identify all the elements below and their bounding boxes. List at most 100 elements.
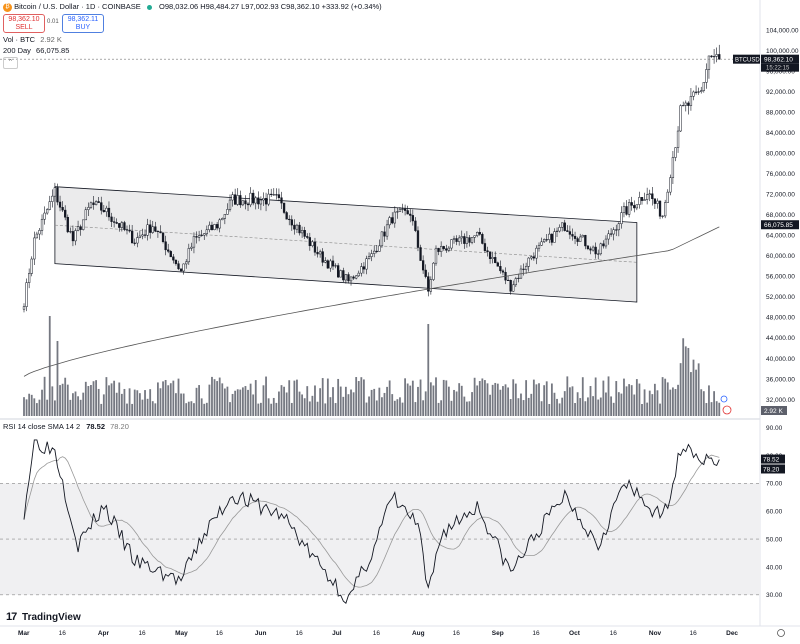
volume-bar bbox=[308, 401, 311, 416]
rsi-legend[interactable]: RSI 14 close SMA 14 2 78.52 78.20 bbox=[3, 422, 129, 431]
volume-bar bbox=[388, 380, 391, 416]
volume-bar bbox=[589, 386, 592, 416]
symbol-tag-bg bbox=[733, 54, 760, 64]
symbol-title[interactable]: Bitcoin / U.S. Dollar · 1D · COINBASE bbox=[14, 2, 141, 11]
volume-bar bbox=[435, 377, 437, 416]
tradingview-logo[interactable]: 17 TradingView bbox=[6, 611, 81, 623]
candle-body bbox=[213, 224, 216, 231]
time-axis-tick: Jun bbox=[255, 630, 267, 637]
volume-bar bbox=[126, 403, 128, 416]
ma-legend[interactable]: 200 Day 66,075.85 bbox=[3, 46, 69, 55]
tradingview-logo-text: TradingView bbox=[22, 612, 81, 623]
candle-body bbox=[442, 246, 445, 249]
volume-bar bbox=[486, 383, 489, 416]
volume-bar bbox=[54, 400, 56, 416]
volume-bar bbox=[324, 403, 327, 416]
time-axis-tick: 16 bbox=[610, 630, 618, 637]
volume-bar bbox=[507, 387, 509, 416]
candle-body bbox=[360, 266, 363, 274]
volume-bar bbox=[216, 381, 219, 416]
rsi-axis-tick: 40.00 bbox=[766, 564, 783, 571]
candle-body bbox=[517, 277, 520, 279]
candle-body bbox=[481, 234, 484, 244]
candle-body bbox=[421, 260, 425, 271]
volume-bar bbox=[146, 398, 149, 416]
candle-body bbox=[527, 257, 530, 267]
candle-body bbox=[355, 275, 358, 279]
candle-body bbox=[118, 223, 121, 228]
channel-fill bbox=[54, 186, 638, 303]
volume-tag-bg bbox=[761, 406, 787, 415]
volume-bar bbox=[296, 379, 298, 416]
volume-bar bbox=[108, 385, 110, 416]
candle-body bbox=[602, 243, 605, 247]
candle-body bbox=[357, 272, 360, 277]
price-axis-tick: 64,000.00 bbox=[766, 233, 795, 240]
rsi-axis-tick: 50.00 bbox=[766, 536, 783, 543]
candle-body bbox=[259, 199, 263, 205]
price-axis-tick: 40,000.00 bbox=[766, 356, 795, 363]
spread-value: 0.01 bbox=[47, 19, 59, 25]
volume-bar bbox=[422, 400, 425, 416]
volume-bar bbox=[478, 381, 481, 416]
volume-bar bbox=[334, 403, 337, 416]
candle-body bbox=[550, 233, 554, 243]
candle-body bbox=[239, 195, 242, 206]
volume-bar bbox=[417, 386, 419, 416]
volume-bar bbox=[203, 403, 206, 416]
candle-body bbox=[383, 231, 386, 237]
candle-body bbox=[398, 208, 402, 212]
candle-body bbox=[246, 203, 250, 206]
volume-bar bbox=[455, 391, 458, 416]
candle-body bbox=[661, 215, 664, 217]
volume-bar bbox=[391, 394, 394, 416]
price-axis-tick: 84,000.00 bbox=[766, 130, 795, 137]
price-axis-tick: 100,000.00 bbox=[766, 48, 799, 55]
candle-body bbox=[468, 237, 471, 243]
candle-body bbox=[344, 274, 348, 281]
candle-body bbox=[540, 241, 543, 246]
volume-legend[interactable]: Vol · BTC 2.92 K bbox=[3, 35, 62, 44]
candle-body bbox=[424, 269, 427, 277]
volume-bar bbox=[375, 400, 378, 416]
candle-body bbox=[236, 195, 239, 205]
candle-body bbox=[697, 91, 700, 93]
volume-bar bbox=[545, 381, 548, 416]
volume-bar bbox=[628, 384, 631, 416]
volume-bar bbox=[468, 401, 471, 416]
market-status-icon bbox=[146, 4, 152, 10]
volume-bar bbox=[185, 403, 188, 416]
candle-body bbox=[337, 265, 340, 278]
candle-body bbox=[38, 230, 41, 235]
volume-bar bbox=[605, 392, 607, 416]
volume-bar bbox=[95, 380, 97, 416]
candle-body bbox=[638, 197, 641, 205]
volume-bar bbox=[136, 390, 139, 416]
volume-bar bbox=[664, 378, 667, 416]
candle-body bbox=[630, 202, 633, 206]
candle-body bbox=[275, 194, 278, 196]
volume-bar bbox=[702, 391, 705, 416]
candle-body bbox=[115, 222, 118, 224]
candle-body bbox=[406, 210, 409, 215]
rsi-value-tag: 78.52 bbox=[763, 457, 780, 464]
volume-bar bbox=[579, 398, 582, 416]
volume-bar bbox=[695, 369, 697, 416]
volume-bar bbox=[301, 394, 303, 416]
buy-button[interactable]: 98,362.11 BUY bbox=[62, 14, 104, 33]
price-axis-tick: 72,000.00 bbox=[766, 192, 795, 199]
candle-body bbox=[440, 246, 443, 252]
candle-body bbox=[277, 194, 281, 199]
candle-body bbox=[151, 226, 154, 233]
candle-body bbox=[149, 224, 152, 233]
volume-bar bbox=[607, 376, 610, 416]
chevron-up-icon[interactable]: ⌃ bbox=[3, 57, 18, 69]
buy-label: BUY bbox=[75, 24, 91, 31]
sell-button[interactable]: 98,362.10 SELL bbox=[3, 14, 45, 33]
candle-body bbox=[82, 219, 85, 230]
candle-body bbox=[566, 230, 569, 232]
candle-body bbox=[342, 270, 345, 281]
candle-body bbox=[257, 197, 260, 205]
